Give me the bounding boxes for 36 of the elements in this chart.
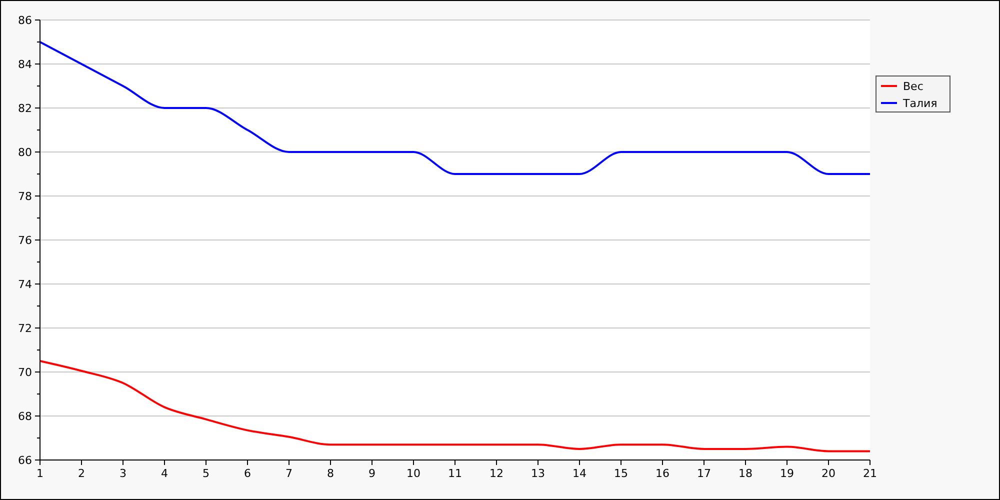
x-tick-label: 14 [572,467,586,480]
x-tick-label: 16 [656,467,670,480]
legend-label: Вес [903,80,924,93]
x-tick-label: 5 [202,467,210,480]
y-tick-label: 74 [18,278,32,291]
x-tick-label: 12 [490,467,504,480]
y-tick-label: 84 [18,58,32,71]
x-tick-label: 18 [738,467,752,480]
x-tick-label: 10 [406,467,420,480]
x-tick-label: 7 [286,467,292,480]
x-tick-label: 15 [614,467,628,480]
x-tick-label: 9 [368,467,376,480]
x-tick-label: 13 [531,467,545,480]
x-tick-label: 20 [822,467,836,480]
y-tick-label: 76 [18,234,32,247]
x-tick-label: 1 [36,467,44,480]
line-series [39,41,871,175]
y-tick-label: 78 [18,190,32,203]
x-tick-label: 19 [780,467,794,480]
line-series [39,360,871,452]
y-tick-label: 70 [18,366,32,379]
y-tick-label: 82 [18,102,32,115]
y-tick-label: 72 [18,322,32,335]
legend-label: Талия [902,96,938,110]
y-tick-label: 86 [18,14,32,27]
x-tick-label: 21 [863,467,877,480]
x-tick-label: 3 [120,467,126,480]
x-tick-label: 17 [697,467,711,480]
x-tick-label: 11 [448,467,462,480]
y-tick-label: 80 [18,146,32,159]
y-tick-label: 66 [18,454,32,467]
x-tick-label: 4 [161,467,168,480]
x-tick-label: 8 [327,467,334,480]
y-tick-label: 68 [18,410,32,423]
x-tick-label: 6 [244,467,251,480]
x-tick-label: 2 [78,467,85,480]
